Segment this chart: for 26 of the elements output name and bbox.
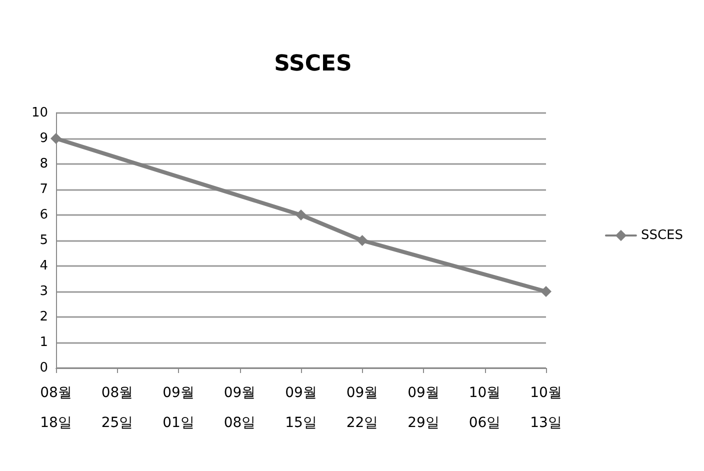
y-tick-label: 1 bbox=[40, 335, 48, 350]
x-tick-label: 08월 25일 bbox=[101, 385, 134, 431]
x-tick-label: 10월 13일 bbox=[530, 385, 562, 431]
y-tick-label: 0 bbox=[40, 360, 48, 376]
y-tick-label: 8 bbox=[40, 156, 48, 172]
y-tick-label: 5 bbox=[40, 233, 48, 248]
x-tick-label: 09월 08일 bbox=[224, 385, 256, 431]
legend-label: SSCES bbox=[640, 228, 683, 243]
x-tick-label: 09월 01일 bbox=[162, 385, 194, 431]
x-tick-label: 09월 29일 bbox=[408, 385, 440, 431]
y-tick-label: 6 bbox=[40, 208, 48, 222]
chart-title: SSCES bbox=[274, 52, 352, 76]
y-tick-label: 10 bbox=[31, 106, 48, 120]
x-tick-label: 09월 15일 bbox=[285, 385, 317, 431]
x-tick-label: 09월 22일 bbox=[346, 385, 378, 431]
y-tick-label: 9 bbox=[40, 131, 48, 146]
point bbox=[540, 286, 552, 297]
point bbox=[50, 133, 62, 144]
y-tick-label: 7 bbox=[40, 182, 48, 197]
x-tick-label: 08월 18일 bbox=[40, 385, 72, 431]
x-tick-label: 10월 06일 bbox=[468, 385, 501, 431]
point bbox=[356, 235, 368, 246]
y-tick-label: 3 bbox=[40, 284, 48, 299]
y-tick-label: 2 bbox=[40, 310, 48, 324]
y-tick-label: 4 bbox=[40, 258, 48, 274]
point bbox=[296, 210, 306, 220]
